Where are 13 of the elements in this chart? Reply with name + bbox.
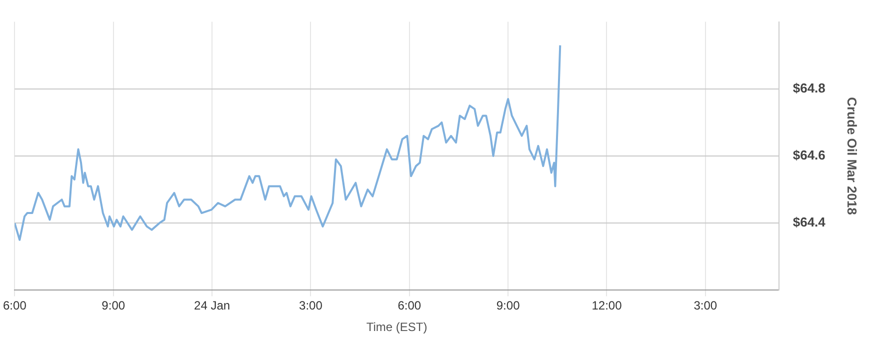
x-tick-label: 6:00 <box>398 298 422 313</box>
x-axis-title: Time (EST) <box>366 320 428 334</box>
y-tick-label: $64.6 <box>792 148 826 163</box>
x-tick-label: 3:00 <box>299 298 323 313</box>
y-tick-label: $64.8 <box>792 80 826 96</box>
x-tick-label: 12:00 <box>592 298 622 313</box>
x-tick-label: 9:00 <box>496 298 520 313</box>
y-axis-title: Crude Oil Mar 2018 <box>844 97 860 215</box>
x-tick-label: 24 Jan <box>194 298 230 313</box>
x-tick-label: 9:00 <box>102 298 126 313</box>
x-tick-label: 6:00 <box>3 298 27 313</box>
x-tick-label: 3:00 <box>694 298 718 313</box>
y-tick-label: $64.4 <box>792 214 826 230</box>
